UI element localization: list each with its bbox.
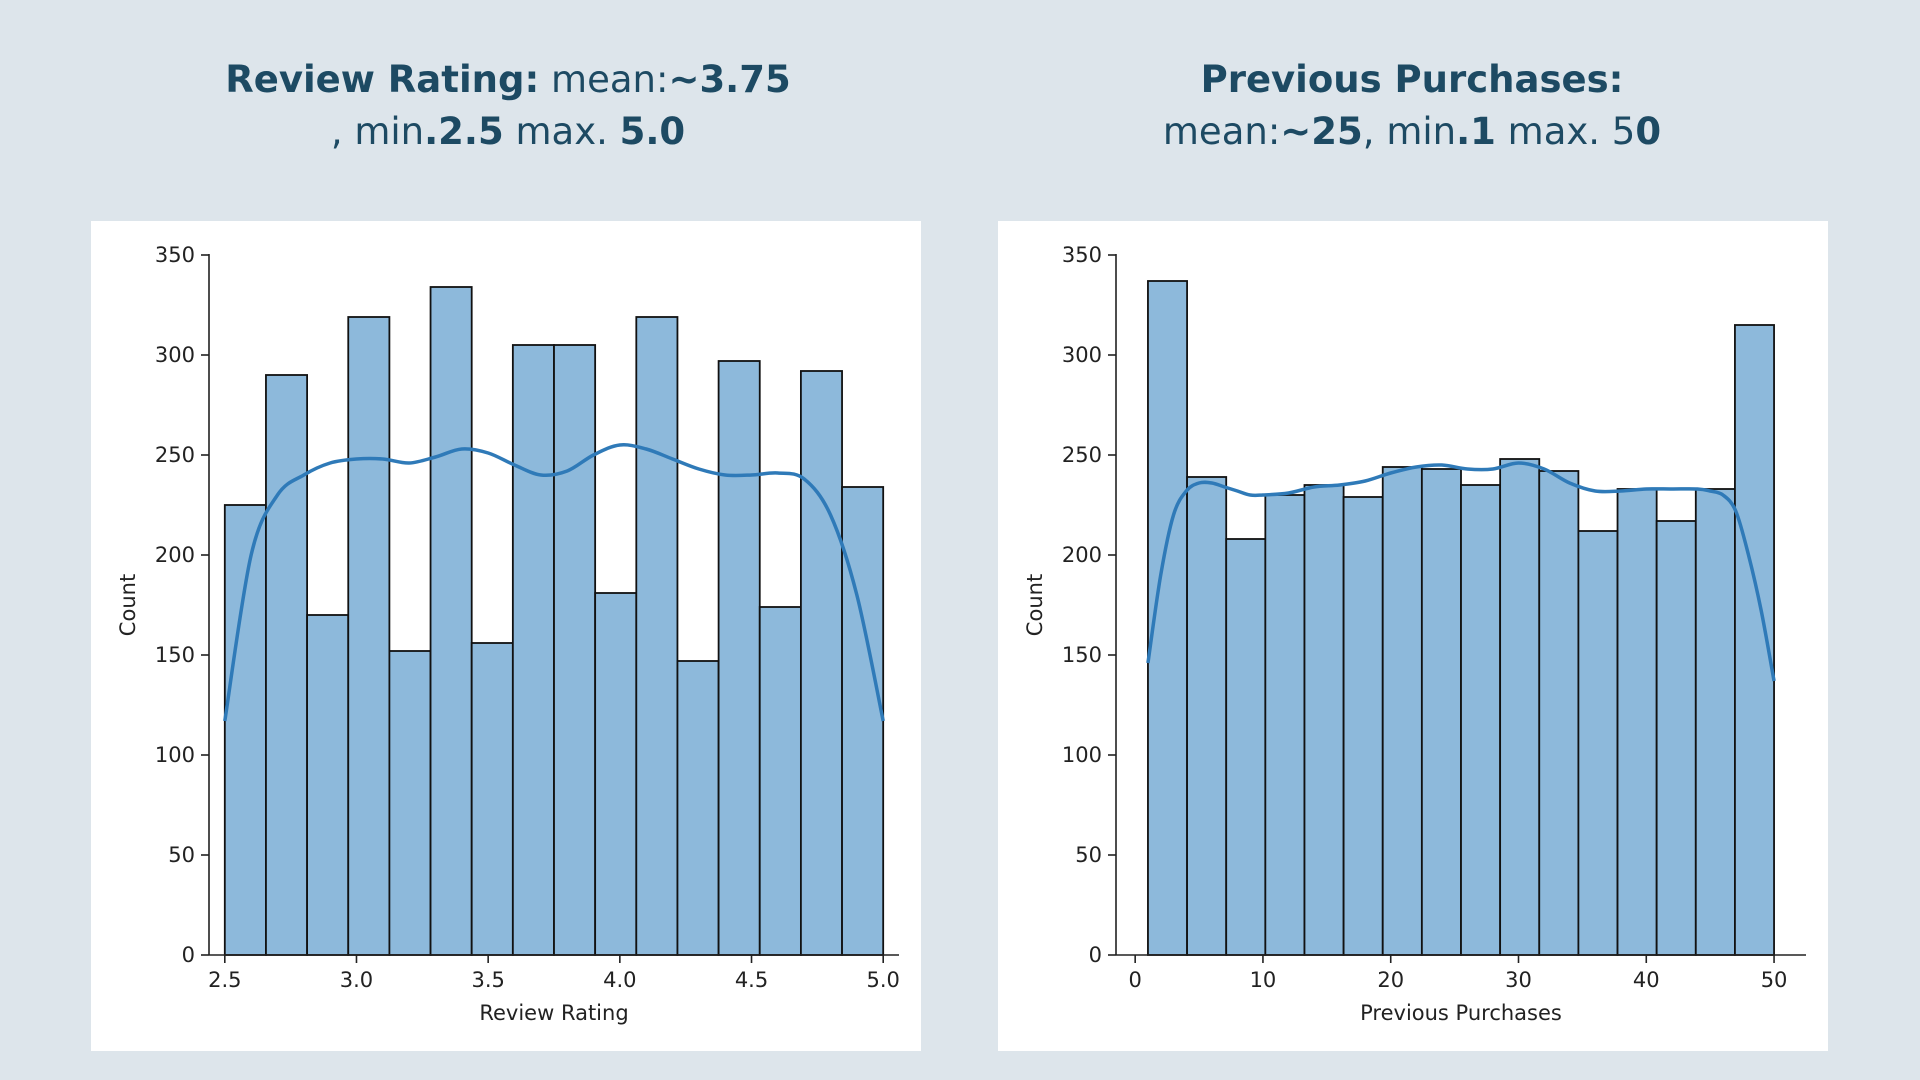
review-rating-bar — [388, 650, 432, 956]
review-rating-headline-label: Review Rating: — [225, 58, 540, 101]
previous-purchases-bar — [1655, 520, 1697, 956]
review-rating-x-tick-label: 3.5 — [471, 968, 504, 992]
review-rating-bar — [594, 592, 638, 956]
review-rating-bars — [223, 286, 885, 956]
previous-purchases-headline: Previous Purchases: mean:~25, min.1 max. … — [1062, 54, 1762, 158]
previous-purchases-mean-value: ~25 — [1280, 110, 1363, 153]
previous-purchases-kde-line — [1146, 461, 1776, 682]
review-rating-bar — [265, 374, 309, 956]
previous-purchases-y-tick-label: 100 — [1062, 743, 1102, 767]
review-rating-mean-prefix: mean: — [539, 58, 669, 101]
previous-purchases-y-tick-label: 150 — [1062, 643, 1102, 667]
review-rating-y-tick-label: 0 — [182, 943, 195, 967]
review-rating-bar — [717, 360, 761, 956]
previous-purchases-y-tick-label: 200 — [1062, 543, 1102, 567]
review-rating-bar — [635, 316, 679, 956]
previous-purchases-y-tick-label: 350 — [1062, 243, 1102, 267]
review-rating-max-prefix: max. — [503, 110, 620, 153]
previous-purchases-x-tick-label: 20 — [1377, 968, 1404, 992]
previous-purchases-y-axis-title: Count — [1023, 574, 1047, 636]
previous-purchases-chart-panel: 0 50 100 150 200 250 300 350 0 10 20 30 40 50 Previous… — [998, 221, 1828, 1051]
previous-purchases-x-tick-label: 10 — [1250, 968, 1277, 992]
previous-purchases-bar — [1264, 494, 1306, 956]
previous-purchases-y-tick-label: 50 — [1075, 843, 1102, 867]
review-rating-headline: Review Rating: mean:~3.75, min.2.5 max. … — [158, 54, 858, 158]
review-rating-y-tick-label: 100 — [155, 743, 195, 767]
review-rating-min-prefix: , min — [330, 110, 425, 153]
previous-purchases-bar — [1342, 496, 1384, 956]
review-rating-histogram: 0 50 100 150 200 250 300 350 2.5 3.0 3.5 4.0 4.5 5.0 R… — [116, 243, 900, 1025]
previous-purchases-y-tick-label: 250 — [1062, 443, 1102, 467]
previous-purchases-x-tick-label: 50 — [1761, 968, 1788, 992]
previous-purchases-bar — [1381, 466, 1423, 956]
review-rating-y-tick-label: 350 — [155, 243, 195, 267]
review-rating-x-tick-label: 5.0 — [866, 968, 899, 992]
review-rating-bar — [347, 316, 391, 956]
review-rating-x-axis-title: Review Rating — [479, 1001, 628, 1025]
previous-purchases-bar — [1616, 488, 1658, 956]
review-rating-bar — [429, 286, 473, 956]
previous-purchases-max-value: 0 — [1635, 110, 1662, 153]
review-rating-y-tick-label: 150 — [155, 643, 195, 667]
review-rating-max-value: 5.0 — [619, 110, 686, 153]
previous-purchases-bars — [1147, 280, 1775, 956]
previous-purchases-bar — [1694, 488, 1736, 956]
previous-purchases-bar — [1577, 530, 1619, 956]
previous-purchases-max-prefix: max. 5 — [1495, 110, 1636, 153]
review-rating-bar — [553, 344, 597, 956]
previous-purchases-mean-prefix: mean: — [1162, 110, 1281, 153]
review-rating-x-tick-label: 3.0 — [340, 968, 373, 992]
review-rating-y-tick-label: 200 — [155, 543, 195, 567]
previous-purchases-min-prefix: , min — [1362, 110, 1457, 153]
previous-purchases-y-tick-label: 0 — [1089, 943, 1102, 967]
review-rating-y-tick-label: 250 — [155, 443, 195, 467]
review-rating-x-tick-label: 4.0 — [603, 968, 636, 992]
previous-purchases-bar — [1460, 484, 1502, 956]
previous-purchases-bar — [1499, 458, 1541, 956]
review-rating-bar — [841, 486, 885, 956]
review-rating-min-value: .2.5 — [424, 110, 504, 153]
review-rating-bar — [799, 370, 843, 956]
previous-purchases-bar — [1420, 468, 1462, 956]
previous-purchases-headline-label: Previous Purchases: — [1200, 58, 1624, 101]
review-rating-bar — [470, 642, 514, 956]
previous-purchases-x-tick-label: 0 — [1128, 968, 1141, 992]
previous-purchases-x-axis-title: Previous Purchases — [1360, 1001, 1562, 1025]
review-rating-bar — [676, 660, 720, 956]
review-rating-y-axis-title: Count — [116, 574, 140, 636]
previous-purchases-min-value: .1 — [1456, 110, 1496, 153]
previous-purchases-bar — [1225, 538, 1267, 956]
previous-purchases-x-tick-label: 30 — [1505, 968, 1532, 992]
previous-purchases-histogram: 0 50 100 150 200 250 300 350 0 10 20 30 40 50 Previous… — [1023, 243, 1806, 1025]
previous-purchases-bar — [1186, 476, 1228, 956]
review-rating-bar — [511, 344, 555, 956]
review-rating-y-tick-label: 300 — [155, 343, 195, 367]
review-rating-chart-panel: 0 50 100 150 200 250 300 350 2.5 3.0 3.5 4.0 4.5 5.0 R… — [91, 221, 921, 1051]
review-rating-x-tick-label: 2.5 — [208, 968, 241, 992]
previous-purchases-x-tick-label: 40 — [1633, 968, 1660, 992]
review-rating-bar — [223, 504, 267, 956]
review-rating-bar — [306, 614, 350, 956]
previous-purchases-y-tick-label: 300 — [1062, 343, 1102, 367]
previous-purchases-bar — [1538, 470, 1580, 956]
review-rating-kde-line — [223, 443, 885, 722]
review-rating-y-tick-label: 50 — [168, 843, 195, 867]
review-rating-bar — [758, 606, 802, 956]
review-rating-mean-value: ~3.75 — [668, 58, 791, 101]
previous-purchases-bar — [1303, 484, 1345, 956]
review-rating-x-tick-label: 4.5 — [735, 968, 768, 992]
